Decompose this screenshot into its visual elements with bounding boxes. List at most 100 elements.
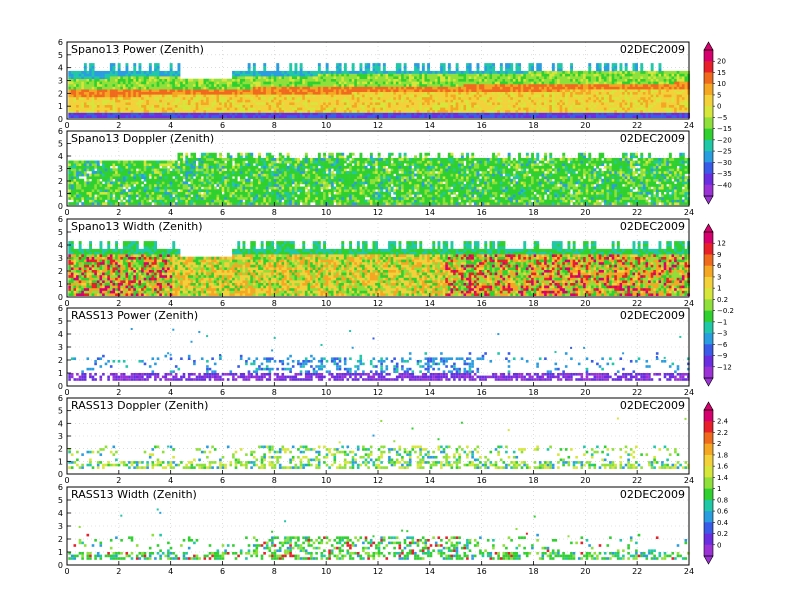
data-cell [432, 104, 436, 108]
data-cell [424, 78, 428, 82]
data-cell [304, 104, 308, 108]
data-cell [367, 102, 371, 106]
data-cell [632, 94, 636, 98]
data-cell [585, 99, 589, 103]
data-cell [658, 81, 662, 85]
data-cell [190, 112, 194, 116]
data-cell [297, 109, 300, 113]
data-cell [593, 94, 597, 98]
data-cell [364, 115, 368, 119]
data-cell [377, 65, 381, 69]
data-cell [317, 102, 321, 106]
data-cell [486, 107, 490, 111]
data-cell [239, 76, 243, 80]
data-cell [518, 112, 521, 116]
data-cell [68, 112, 72, 116]
data-cell [354, 94, 358, 98]
data-cell [125, 65, 129, 69]
data-cell [523, 115, 527, 119]
data-cell [304, 112, 308, 116]
data-cell [567, 109, 571, 113]
data-cell [221, 86, 225, 90]
data-cell [268, 86, 272, 90]
data-cell [497, 94, 501, 98]
data-cell [148, 70, 152, 74]
data-cell [481, 99, 485, 103]
data-cell [94, 89, 98, 93]
data-cell [68, 168, 72, 172]
data-cell [317, 99, 321, 103]
data-cell [458, 73, 462, 77]
data-cell [343, 76, 347, 80]
data-cell [104, 83, 108, 87]
data-cell [112, 186, 116, 190]
data-cell [102, 189, 105, 193]
data-cell [567, 104, 571, 108]
data-cell [533, 86, 537, 90]
data-cell [83, 109, 87, 113]
data-cell [76, 112, 79, 116]
data-cell [598, 63, 602, 67]
data-cell [362, 94, 365, 98]
data-cell [193, 78, 196, 82]
data-cell [286, 78, 290, 82]
data-cell [663, 102, 667, 106]
data-cell [307, 112, 311, 116]
data-cell [76, 186, 79, 190]
data-cell [614, 109, 618, 113]
data-cell [247, 112, 251, 116]
data-cell [278, 112, 282, 116]
data-cell [523, 94, 527, 98]
data-cell [86, 96, 90, 100]
data-cell [536, 73, 540, 77]
data-cell [135, 107, 139, 111]
data-cell [421, 68, 425, 72]
data-cell [635, 102, 638, 106]
data-cell [99, 96, 103, 100]
data-cell [619, 112, 623, 116]
data-cell [94, 70, 98, 74]
data-cell [531, 65, 534, 69]
data-cell [395, 63, 399, 67]
data-cell [590, 78, 594, 82]
data-cell [395, 91, 399, 95]
data-cell [190, 96, 194, 100]
data-cell [117, 70, 121, 74]
data-cell [632, 112, 636, 116]
data-cell [476, 68, 480, 72]
data-cell [658, 102, 662, 106]
data-cell [541, 94, 545, 98]
data-cell [421, 78, 425, 82]
panel-title: Spano13 Power (Zenith) [71, 43, 204, 56]
data-cell [130, 186, 134, 190]
data-cell [515, 107, 519, 111]
data-cell [406, 76, 410, 80]
data-cell [385, 78, 389, 82]
data-cell [250, 96, 254, 100]
data-cell [403, 99, 407, 103]
data-cell [676, 102, 680, 106]
data-cell [377, 70, 381, 74]
data-cell [611, 107, 615, 111]
data-cell [185, 109, 189, 113]
data-cell [195, 78, 199, 82]
data-cell [76, 196, 79, 200]
data-cell [455, 102, 459, 106]
data-cell [572, 102, 576, 106]
data-cell [427, 99, 430, 103]
data-cell [380, 112, 384, 116]
data-cell [544, 78, 547, 82]
data-cell [276, 65, 280, 69]
data-cell [549, 81, 553, 85]
data-cell [104, 104, 108, 108]
data-cell [367, 96, 371, 100]
data-cell [138, 65, 142, 69]
data-cell [551, 96, 555, 100]
data-cell [250, 112, 254, 116]
data-cell [401, 104, 404, 108]
data-cell [164, 107, 168, 111]
data-cell [328, 104, 332, 108]
data-cell [645, 83, 649, 87]
data-cell [523, 73, 527, 77]
data-cell [450, 76, 454, 80]
